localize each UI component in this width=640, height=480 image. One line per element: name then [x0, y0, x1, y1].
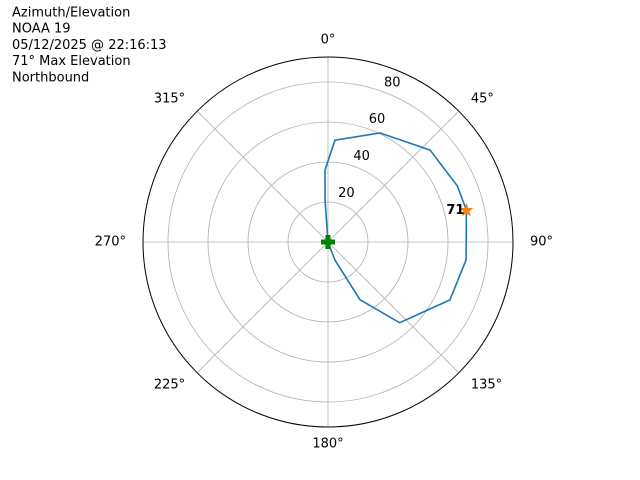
title-line: NOAA 19	[12, 22, 71, 37]
theta-tick-label: 315°	[154, 92, 185, 107]
start-marker	[321, 235, 335, 249]
theta-tick-label: 90°	[530, 235, 553, 250]
grid-spoke	[196, 241, 329, 374]
r-tick-label: 80	[384, 75, 401, 90]
title-line: 71° Max Elevation	[12, 54, 131, 69]
theta-tick-label: 270°	[95, 235, 126, 250]
r-tick-label: 40	[353, 149, 370, 164]
theta-tick-label: 135°	[471, 377, 502, 392]
track-line	[324, 132, 468, 324]
r-tick-label: 60	[369, 112, 386, 127]
max-elevation-label: 71	[446, 203, 464, 218]
theta-tick-label: 45°	[471, 92, 494, 107]
theta-tick-label: 180°	[312, 437, 343, 452]
theta-tick-label: 0°	[321, 33, 336, 48]
title-line: 05/12/2025 @ 22:16:13	[12, 38, 167, 53]
grid-spoke	[327, 110, 460, 243]
grid-spoke	[196, 110, 329, 243]
polar-frame	[142, 56, 514, 428]
r-tick-label: 20	[338, 186, 355, 201]
title-line: Northbound	[12, 70, 89, 85]
title-line: Azimuth/Elevation	[12, 6, 130, 21]
max-elevation-marker	[459, 202, 474, 217]
theta-tick-label: 225°	[154, 377, 185, 392]
grid-spoke	[327, 241, 460, 374]
